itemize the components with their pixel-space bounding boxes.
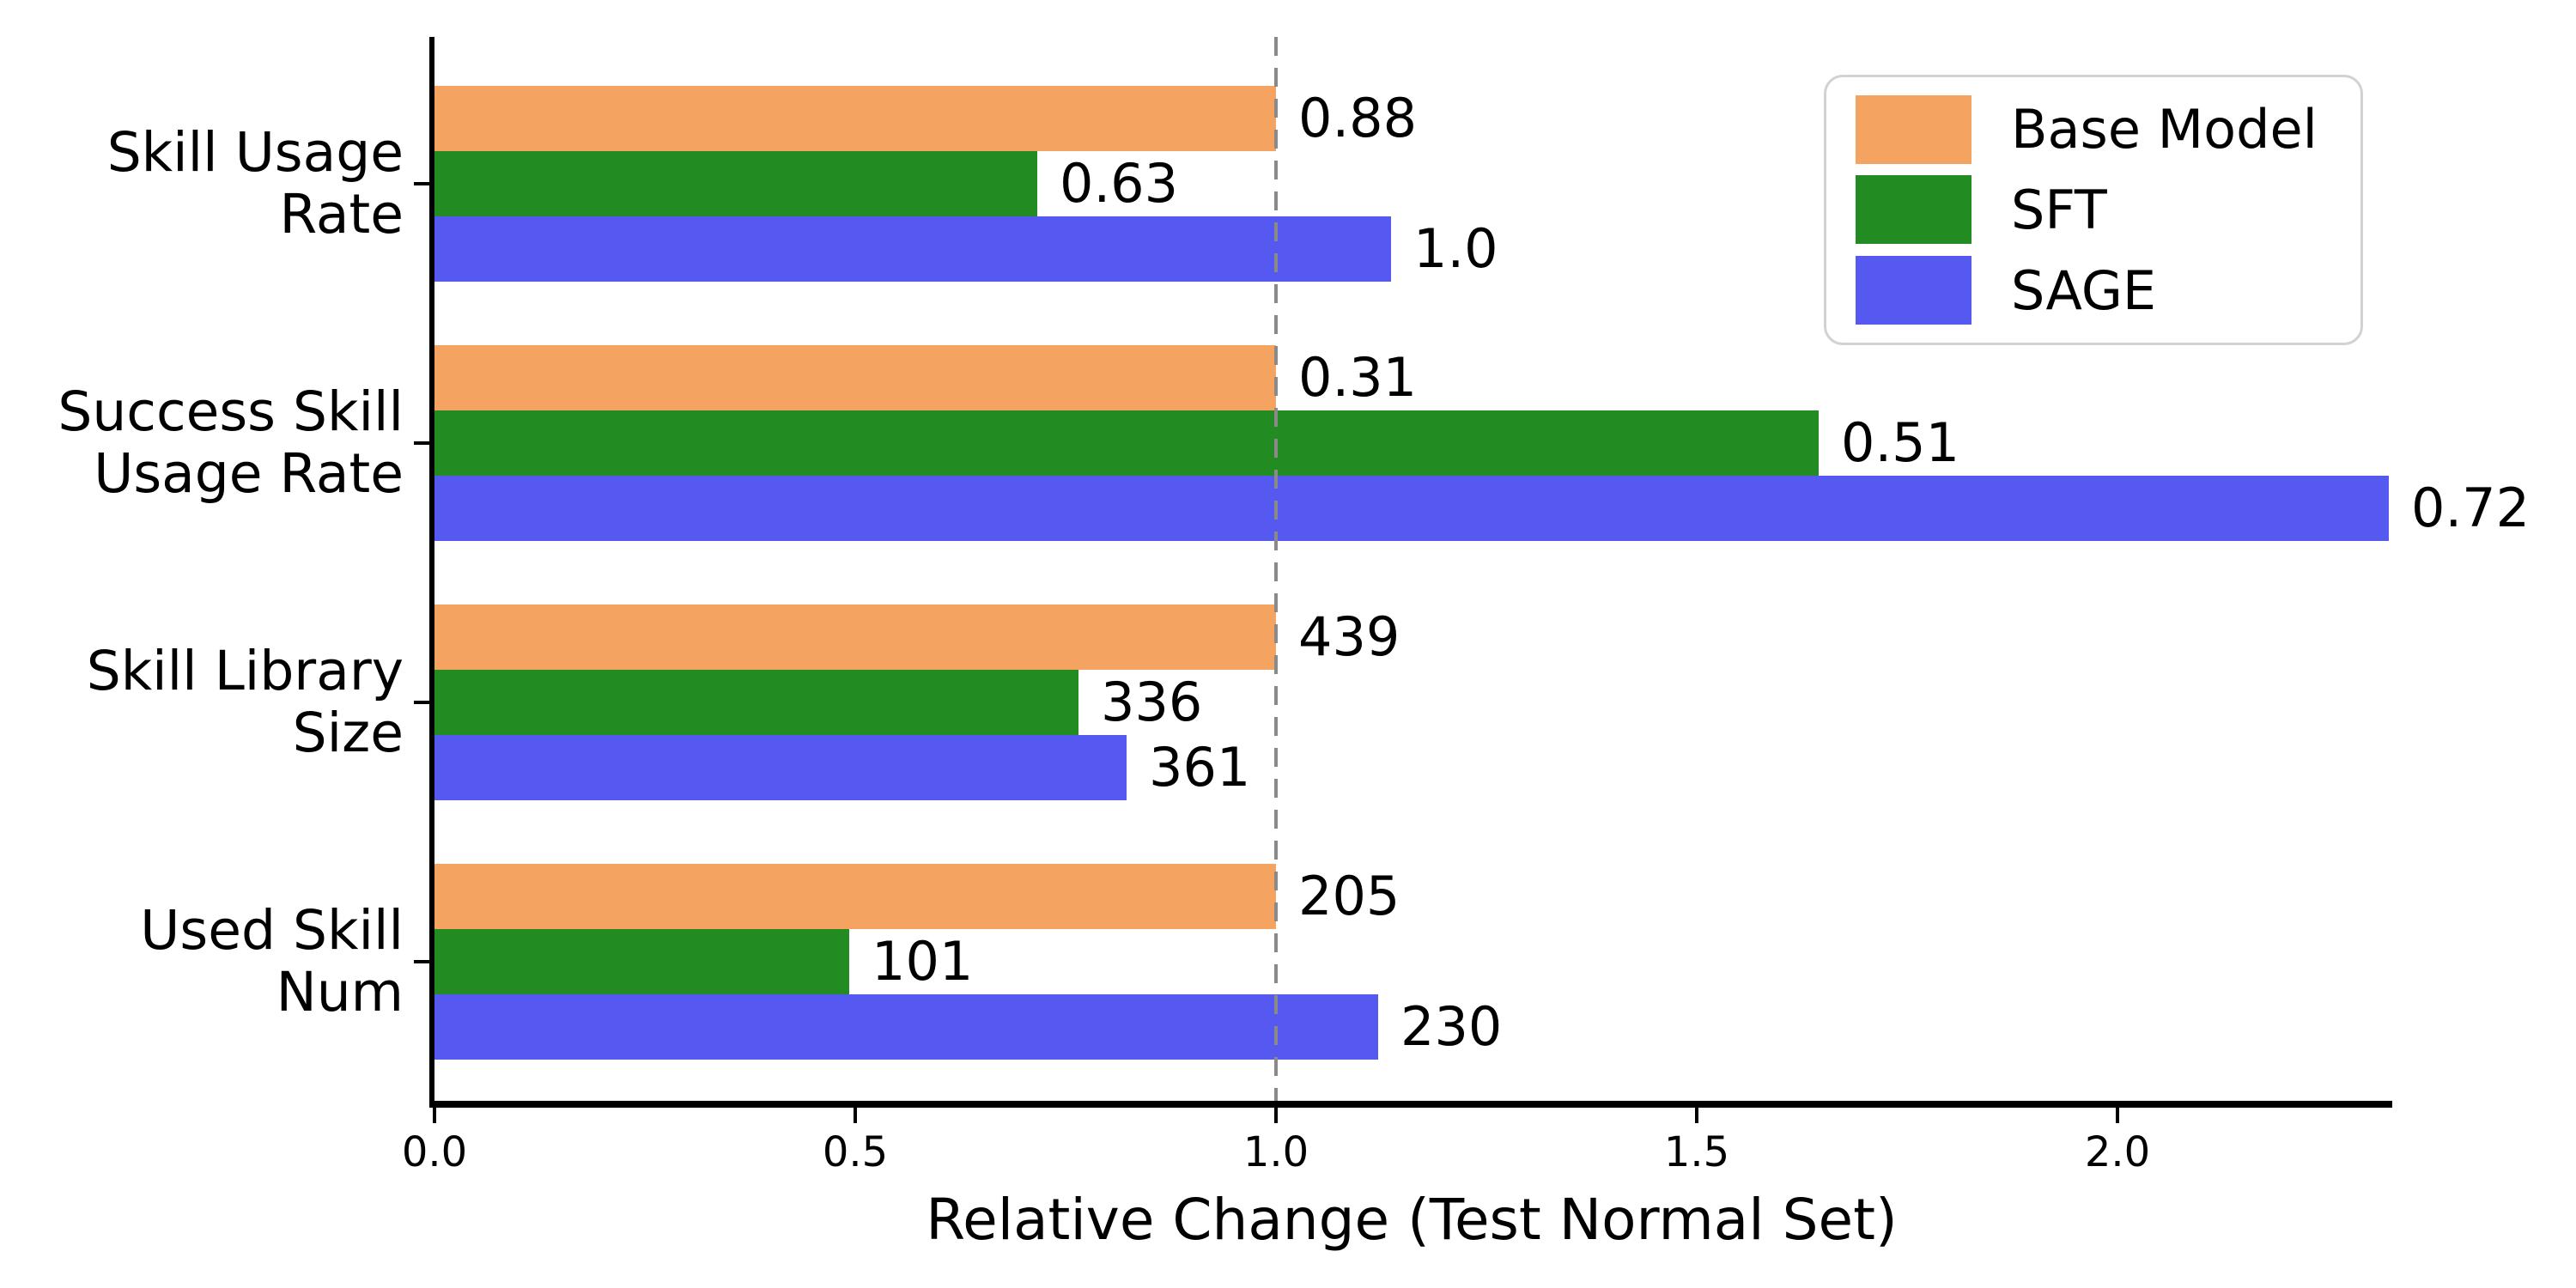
y-tick-label: Used Skill Num: [140, 899, 404, 1024]
x-tick-label: 0.5: [822, 1128, 889, 1176]
bar-value-label: 0.31: [1298, 346, 1418, 409]
bar-value-label: 101: [872, 930, 974, 993]
bar-base-model: [434, 605, 1276, 670]
bar-value-label: 1.0: [1413, 217, 1498, 280]
bar-sft: [434, 151, 1037, 216]
y-tick-label: Skill Usage Rate: [106, 121, 404, 246]
y-tick-label: Skill Library Size: [86, 640, 404, 764]
y-tick-mark: [414, 441, 430, 445]
x-tick-label: 1.5: [1663, 1128, 1730, 1176]
x-axis-spine: [429, 1101, 2392, 1108]
x-tick-mark: [1274, 1108, 1278, 1123]
legend-label-sft: SFT: [2011, 178, 2107, 241]
bar-value-label: 0.63: [1060, 152, 1179, 215]
bar-value-label: 361: [1149, 736, 1251, 799]
legend-row: Base Model: [1856, 94, 2331, 164]
y-axis-spine: [429, 37, 434, 1108]
y-tick-mark: [414, 960, 430, 963]
x-tick-mark: [433, 1108, 436, 1123]
y-tick-label: Success Skill Usage Rate: [58, 380, 404, 505]
bar-sage: [434, 476, 2389, 541]
y-tick-mark: [414, 701, 430, 704]
bar-base-model: [434, 864, 1276, 929]
legend-row: SAGE: [1856, 256, 2331, 325]
bar-value-label: 0.72: [2411, 477, 2530, 539]
legend-swatch-sage: [1856, 256, 1971, 325]
bar-sft: [434, 410, 1819, 476]
bar-sft: [434, 929, 849, 994]
legend-row: SFT: [1856, 175, 2331, 245]
bar-base-model: [434, 345, 1276, 410]
legend-swatch-sft: [1856, 175, 1971, 245]
legend: Base Model SFT SAGE: [1824, 75, 2363, 345]
y-tick-mark: [414, 182, 430, 185]
bar-value-label: 230: [1400, 995, 1503, 1058]
bar-value-label: 0.51: [1841, 411, 1960, 474]
legend-label-sage: SAGE: [2011, 258, 2157, 322]
bar-sage: [434, 216, 1391, 282]
bar-sft: [434, 670, 1078, 735]
bar-value-label: 336: [1101, 671, 1203, 733]
legend-swatch-base-model: [1856, 94, 1971, 164]
bar-value-label: 439: [1298, 605, 1400, 668]
bar-value-label: 205: [1298, 865, 1400, 927]
bar-sage: [434, 735, 1127, 800]
x-tick-mark: [1695, 1108, 1698, 1123]
bar-value-label: 0.88: [1298, 87, 1418, 149]
x-tick-label: 1.0: [1242, 1128, 1309, 1176]
reference-line-at-1: [1274, 37, 1278, 1101]
x-tick-label: 0.0: [401, 1128, 468, 1176]
x-tick-label: 2.0: [2084, 1128, 2151, 1176]
x-axis-label: Relative Change (Test Normal Set): [926, 1187, 1898, 1253]
legend-label-base-model: Base Model: [2011, 98, 2318, 161]
x-tick-mark: [854, 1108, 857, 1123]
bar-sage: [434, 994, 1378, 1060]
x-tick-mark: [2116, 1108, 2119, 1123]
bar-base-model: [434, 86, 1276, 151]
